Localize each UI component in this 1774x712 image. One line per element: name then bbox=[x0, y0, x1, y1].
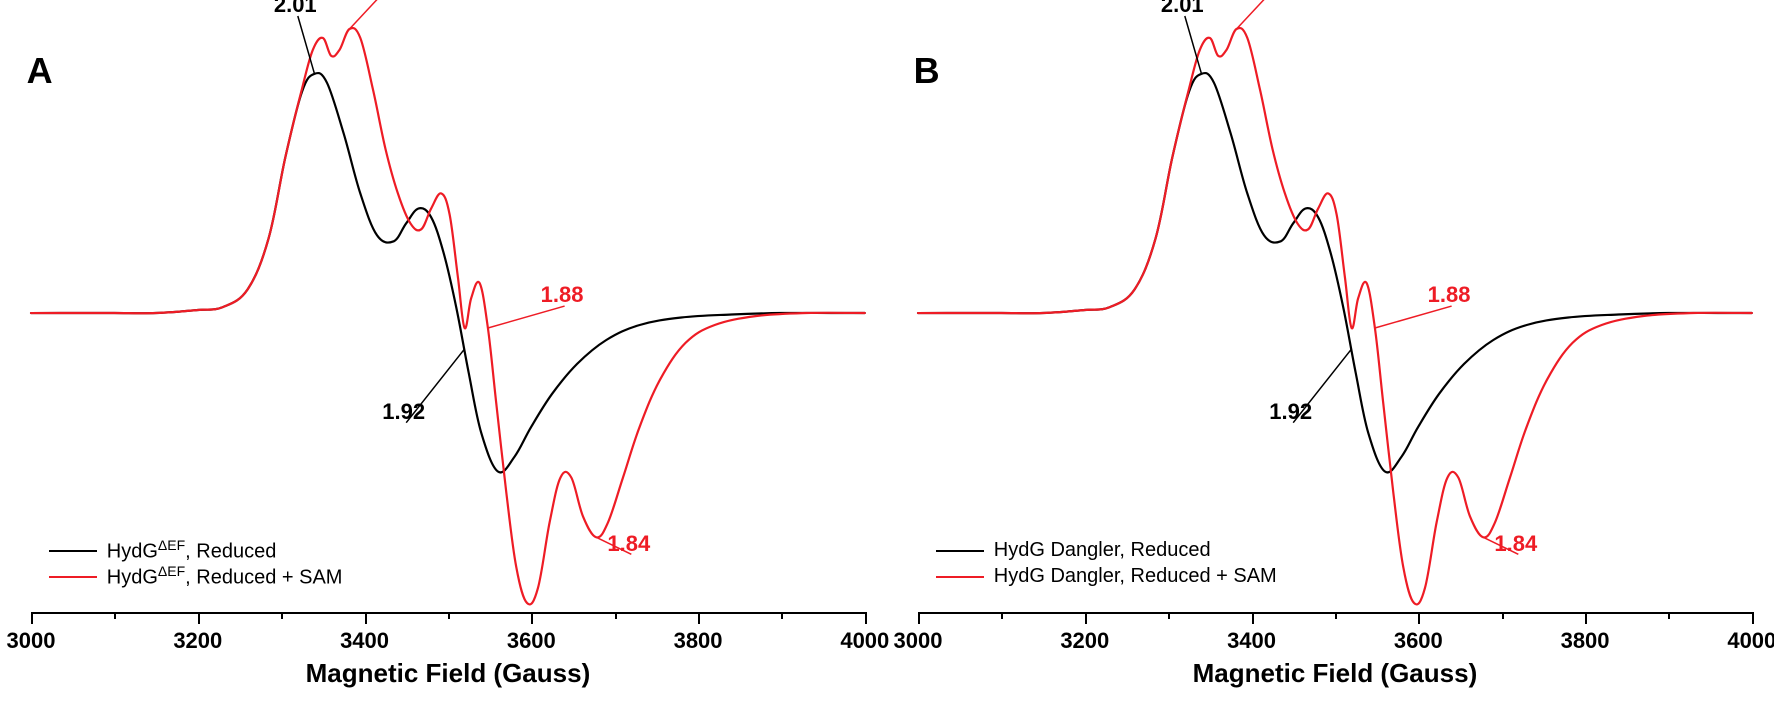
legend-swatch bbox=[49, 550, 97, 552]
x-axis-title: Magnetic Field (Gauss) bbox=[1193, 658, 1478, 689]
peak-leader bbox=[1375, 306, 1452, 328]
series-blk bbox=[31, 73, 865, 472]
x-tick-minor bbox=[1001, 612, 1003, 619]
peak-label: 2.01 bbox=[274, 0, 317, 18]
legend-item: HydG Dangler, Reduced + SAM bbox=[936, 564, 1277, 590]
figure: 3000 3200 3400 3600 3800 4000 Magnetic Field (… bbox=[0, 0, 1774, 712]
peak-label: 1.84 bbox=[1494, 531, 1537, 557]
legend-swatch bbox=[936, 550, 984, 552]
x-tick-major bbox=[1585, 612, 1587, 624]
peak-label: 1.88 bbox=[1428, 282, 1471, 308]
legend-label: HydG Dangler, Reduced + SAM bbox=[994, 565, 1277, 588]
panel-label: A bbox=[27, 50, 53, 92]
x-tick-major bbox=[31, 612, 33, 624]
x-tick-major bbox=[865, 612, 867, 624]
x-tick-label: 3000 bbox=[7, 628, 56, 654]
peak-label: 1.84 bbox=[607, 531, 650, 557]
x-tick-major bbox=[198, 612, 200, 624]
peak-label: 2.01 bbox=[1161, 0, 1204, 18]
x-tick-minor bbox=[1668, 612, 1670, 619]
legend-item: HydG Dangler, Reduced bbox=[936, 538, 1277, 564]
x-tick-label: 3400 bbox=[340, 628, 389, 654]
x-tick-major bbox=[1418, 612, 1420, 624]
x-tick-major bbox=[1085, 612, 1087, 624]
x-tick-minor bbox=[1502, 612, 1504, 619]
x-tick-label: 3400 bbox=[1227, 628, 1276, 654]
curves-svg bbox=[31, 14, 865, 612]
peak-label: 1.92 bbox=[382, 399, 425, 425]
peak-leader bbox=[1237, 0, 1277, 29]
peak-leader bbox=[298, 16, 315, 74]
x-tick-minor bbox=[448, 612, 450, 619]
panel-a: 3000 3200 3400 3600 3800 4000 Magnetic Field (… bbox=[0, 0, 887, 712]
peak-leader bbox=[1185, 16, 1202, 74]
peak-leader bbox=[350, 0, 390, 29]
panel-label: B bbox=[914, 50, 940, 92]
x-tick-major bbox=[1252, 612, 1254, 624]
x-tick-major bbox=[365, 612, 367, 624]
x-tick-label: 3200 bbox=[1060, 628, 1109, 654]
series-blk bbox=[918, 73, 1752, 472]
x-tick-minor bbox=[1168, 612, 1170, 619]
peak-leader bbox=[488, 306, 565, 328]
legend: HydGΔEF, ReducedHydGΔEF, Reduced + SAM bbox=[49, 538, 343, 590]
x-tick-minor bbox=[781, 612, 783, 619]
x-tick-major bbox=[698, 612, 700, 624]
legend-label: HydGΔEF, Reduced bbox=[107, 537, 277, 564]
x-tick-minor bbox=[281, 612, 283, 619]
x-tick-label: 4000 bbox=[1727, 628, 1774, 654]
x-tick-label: 3600 bbox=[1394, 628, 1443, 654]
x-tick-label: 3600 bbox=[507, 628, 556, 654]
curves-svg bbox=[918, 14, 1752, 612]
x-tick-label: 4000 bbox=[840, 628, 889, 654]
x-tick-major bbox=[1752, 612, 1754, 624]
x-tick-minor bbox=[1335, 612, 1337, 619]
legend-swatch bbox=[936, 576, 984, 578]
legend-item: HydGΔEF, Reduced + SAM bbox=[49, 564, 343, 590]
x-tick-minor bbox=[114, 612, 116, 619]
plot-area bbox=[31, 14, 865, 612]
x-tick-minor bbox=[615, 612, 617, 619]
x-tick-major bbox=[531, 612, 533, 624]
legend: HydG Dangler, Reduced HydG Dangler, Reduc… bbox=[936, 538, 1277, 590]
legend-label: HydGΔEF, Reduced + SAM bbox=[107, 563, 343, 590]
legend-swatch bbox=[49, 576, 97, 578]
legend-label: HydG Dangler, Reduced bbox=[994, 539, 1211, 562]
panel-b: 3000 3200 3400 3600 3800 4000 Magnetic Field (… bbox=[887, 0, 1774, 712]
x-tick-major bbox=[918, 612, 920, 624]
x-tick-label: 3000 bbox=[894, 628, 943, 654]
peak-label: 1.88 bbox=[541, 282, 584, 308]
x-tick-label: 3200 bbox=[173, 628, 222, 654]
x-axis-title: Magnetic Field (Gauss) bbox=[306, 658, 591, 689]
plot-area bbox=[918, 14, 1752, 612]
series-red bbox=[918, 28, 1752, 604]
legend-item: HydGΔEF, Reduced bbox=[49, 538, 343, 564]
peak-label: 1.92 bbox=[1269, 399, 1312, 425]
x-tick-label: 3800 bbox=[1561, 628, 1610, 654]
series-red bbox=[31, 28, 865, 604]
x-tick-label: 3800 bbox=[674, 628, 723, 654]
